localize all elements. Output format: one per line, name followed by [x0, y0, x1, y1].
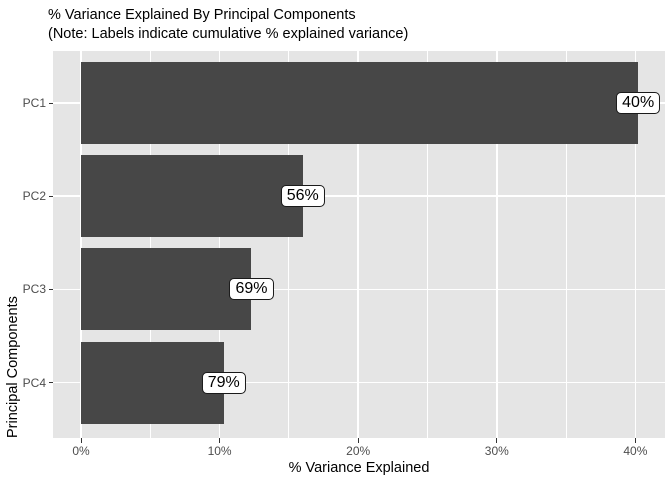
x-axis-title: % Variance Explained [288, 460, 430, 476]
x-tick-label-40: 40% [623, 444, 648, 458]
y-tick-label-pc1: PC1 [22, 96, 46, 110]
gridline-major [80, 51, 82, 438]
gridline-minor [565, 51, 567, 438]
gridline-major-y [53, 381, 665, 384]
bar-pc1 [81, 62, 639, 144]
bar-pc3 [81, 248, 252, 331]
y-tick-mark [48, 195, 53, 197]
gridline-minor [288, 51, 290, 438]
gridline-major-y [53, 288, 665, 291]
gridline-minor [427, 51, 428, 438]
x-tick-mark [80, 438, 82, 443]
y-tick-mark [48, 382, 53, 383]
x-tick-label-30: 30% [484, 444, 509, 458]
bar-label-pc2: 56% [280, 185, 325, 208]
x-tick-mark [634, 438, 636, 443]
gridline-major [357, 51, 359, 438]
y-tick-label-pc3: PC3 [22, 282, 46, 297]
chart-title: % Variance Explained By Principal Compon… [48, 7, 356, 23]
y-tick-label-pc4: PC4 [22, 375, 46, 390]
x-tick-mark [357, 438, 359, 443]
y-tick-mark [48, 102, 53, 104]
x-tick-mark [219, 438, 221, 443]
gridline-major [496, 51, 498, 438]
bar-label-pc4: 79% [201, 371, 246, 394]
gridline-major [634, 51, 637, 438]
bar-pc4 [81, 341, 224, 424]
gridline-minor [149, 51, 151, 438]
gridline-major-y [53, 195, 665, 197]
gridline-major [218, 51, 221, 438]
bar-pc2 [81, 155, 303, 238]
bar-label-pc3: 69% [229, 278, 274, 301]
x-tick-label-10: 10% [207, 444, 232, 458]
x-tick-label-20: 20% [346, 444, 371, 458]
y-tick-label-pc2: PC2 [22, 189, 46, 204]
x-tick-label-0: 0% [72, 444, 90, 458]
bar-label-pc1: 40% [616, 92, 661, 114]
plot-panel: 40% 56% 69% 79% [53, 51, 665, 438]
chart-subtitle: (Note: Labels indicate cumulative % expl… [48, 26, 409, 42]
x-tick-mark [496, 438, 498, 443]
y-tick-mark [48, 288, 53, 290]
